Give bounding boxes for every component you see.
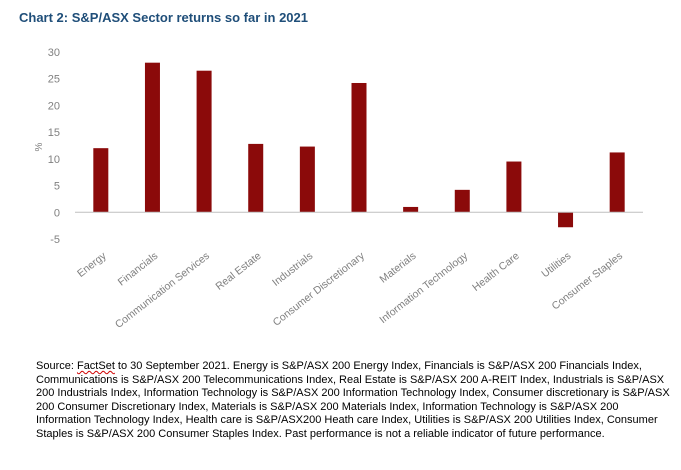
source-text: to 30 September 2021. Energy is S&P/ASX … [36,360,670,440]
bar [403,206,419,213]
source-factset: FactSet [76,360,115,372]
y-tick-label: 5 [54,181,60,193]
y-tick-label: 15 [48,127,60,139]
bar-chart: 30 25 20 15 10 5 0 -5 % Energy FinancialsCommuni… [34,47,643,331]
bar [351,82,367,213]
bar [248,143,264,213]
bar [558,212,574,228]
bars-group [93,62,625,228]
x-tick-label: Materials [378,250,419,286]
y-tick-label: 25 [48,74,60,86]
bar [506,161,522,213]
x-tick-label: Communication Services [113,250,212,331]
bar [196,70,212,213]
bar [93,148,109,213]
x-tick-label: Energy [75,249,109,279]
x-tick-label: Utilities [539,250,573,280]
x-tick-label: Health Care [470,250,522,294]
x-tick-label: Industrials [270,250,315,289]
y-axis-label: % [34,142,45,151]
y-tick-label: 0 [54,207,60,219]
x-tick-label: Financials [116,250,161,289]
source-prefix: Source: [36,360,77,372]
y-axis-ticks: 30 25 20 15 10 5 0 -5 [48,47,60,246]
y-tick-label: 30 [48,47,60,59]
y-tick-label: -5 [50,234,60,246]
chart-title: Chart 2: S&P/ASX Sector returns so far i… [19,10,308,25]
x-tick-label: Information Technology [377,249,470,326]
y-tick-label: 20 [48,100,60,112]
y-tick-label: 10 [48,154,60,166]
x-tick-label: Real Estate [213,250,263,293]
x-tick-label: Consumer Discretionary [271,249,368,328]
bar [454,189,470,213]
bar [609,152,625,213]
source-note: Source: FactSet to 30 September 2021. En… [36,360,676,442]
bar [299,146,315,213]
bar [144,62,160,213]
